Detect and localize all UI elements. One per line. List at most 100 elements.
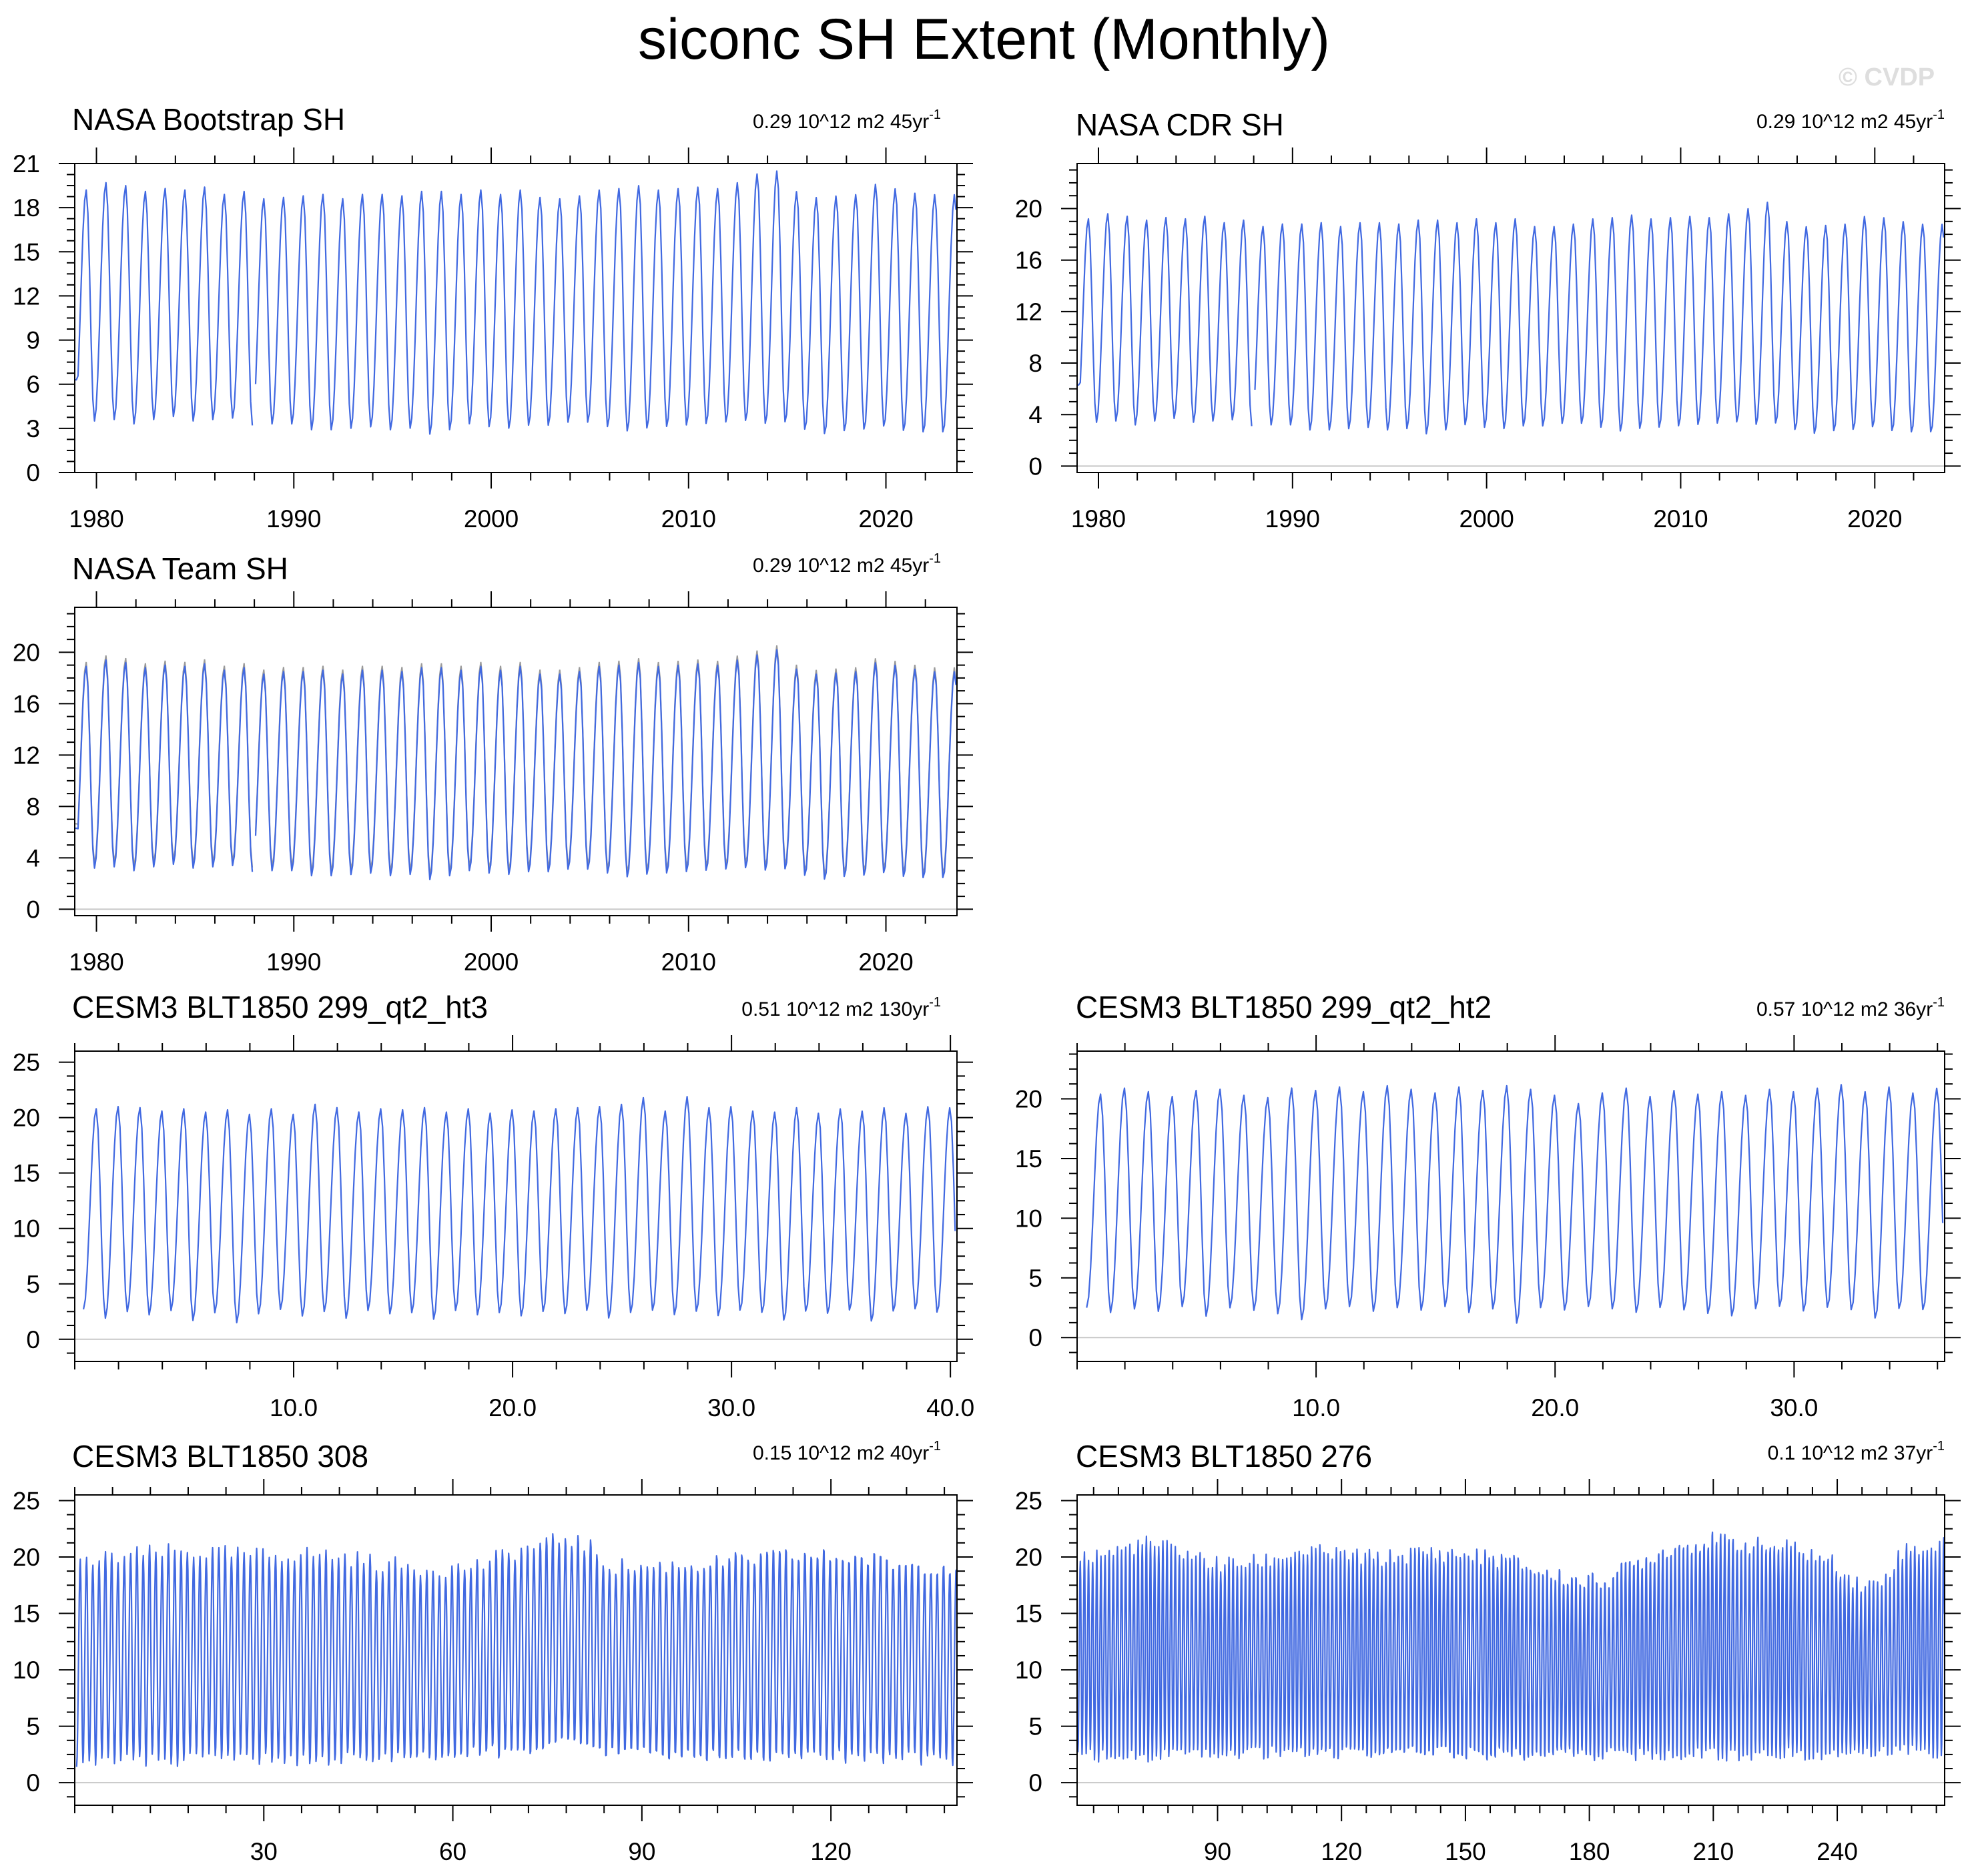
y-axis: 0 4 8 12 16 20 (1015, 169, 1961, 480)
series-line (1077, 202, 1945, 434)
y-axis: 0 3 6 9 12 15 18 21 (13, 150, 973, 487)
panel-trend-label: 0.29 10^12 m2 45yr-1 (753, 107, 941, 133)
panel-trend-label: 0.29 10^12 m2 45yr-1 (753, 551, 941, 577)
y-tick-label: 4 (1028, 401, 1042, 428)
x-tick-label: 180 (1569, 1838, 1610, 1865)
x-axis: 10.0 20.0 30.0 40.0 (74, 1035, 974, 1422)
y-tick-label: 25 (1015, 1487, 1042, 1514)
x-tick-label: 210 (1692, 1838, 1734, 1865)
x-tick-label: 120 (1321, 1838, 1362, 1865)
y-tick-label: 18 (13, 194, 40, 222)
panel-trend-label: 0.15 10^12 m2 40yr-1 (753, 1439, 941, 1464)
y-axis: 0 5 10 15 20 25 (13, 1487, 973, 1798)
x-tick-label: 30.0 (1770, 1394, 1818, 1422)
panel-title: CESM3 BLT1850 299_qt2_ht3 (72, 990, 488, 1024)
x-tick-label: 2020 (858, 505, 913, 533)
x-tick-label: 240 (1817, 1838, 1858, 1865)
x-tick-label: 2010 (661, 948, 716, 976)
trend-value: 0.29 10^12 m2 45yr (753, 555, 929, 577)
y-tick-label: 12 (13, 282, 40, 310)
x-tick-label: 60 (439, 1838, 466, 1865)
x-tick-label: 1990 (266, 505, 321, 533)
series-line (83, 1096, 956, 1323)
y-tick-label: 4 (26, 844, 40, 872)
y-tick-label: 10 (13, 1215, 40, 1243)
trend-value: 0.1 10^12 m2 37yr (1768, 1442, 1933, 1464)
y-tick-label: 5 (26, 1713, 40, 1741)
panel-trend-label: 0.51 10^12 m2 130yr-1 (741, 995, 941, 1020)
y-tick-label: 5 (1028, 1713, 1042, 1741)
panel-trend-label: 0.1 10^12 m2 37yr-1 (1768, 1439, 1945, 1464)
x-tick-label: 150 (1445, 1838, 1486, 1865)
x-tick-label: 20.0 (488, 1394, 537, 1422)
y-tick-label: 15 (13, 1600, 40, 1628)
y-tick-label: 16 (13, 690, 40, 717)
panel-nasa-team: NASA Team SH 0.29 10^12 m2 45yr-1 0 4 8 12 1… (13, 551, 973, 976)
y-tick-label: 21 (13, 150, 40, 178)
series-line (75, 1533, 958, 1767)
y-tick-label: 12 (1015, 298, 1042, 326)
trend-value: 0.29 10^12 m2 45yr (753, 111, 929, 133)
trend-exponent: -1 (929, 551, 941, 566)
y-tick-label: 5 (1028, 1265, 1042, 1292)
x-tick-label: 40.0 (926, 1394, 974, 1422)
series-line (75, 649, 957, 880)
x-tick-label: 2000 (464, 948, 519, 976)
x-axis: 1980 1990 2000 2010 2020 (1071, 147, 1915, 533)
x-tick-label: 1990 (1265, 505, 1320, 533)
plot-area (74, 1494, 958, 1806)
y-tick-label: 8 (26, 793, 40, 820)
panel-cesm3-308: CESM3 BLT1850 308 0.15 10^12 m2 40yr-1 0… (13, 1439, 973, 1865)
x-tick-label: 30 (250, 1838, 278, 1865)
trend-exponent: -1 (1933, 995, 1945, 1010)
x-axis: 10.0 20.0 30.0 (1076, 1035, 1939, 1422)
trend-value: 0.29 10^12 m2 45yr (1756, 111, 1933, 133)
y-tick-label: 10 (1015, 1205, 1042, 1232)
y-tick-label: 20 (1015, 1086, 1042, 1113)
x-tick-label: 30.0 (707, 1394, 755, 1422)
main-title: siconc SH Extent (Monthly) (637, 7, 1331, 71)
cvdp-watermark: © CVDP (1839, 63, 1935, 91)
plot-area (74, 1050, 958, 1362)
y-tick-label: 0 (26, 896, 40, 923)
y-tick-label: 16 (1015, 247, 1042, 274)
x-tick-label: 2020 (1847, 505, 1902, 533)
trend-exponent: -1 (1933, 1439, 1945, 1454)
y-tick-label: 5 (26, 1271, 40, 1298)
y-tick-label: 6 (26, 371, 40, 398)
plot-area (1076, 1050, 1945, 1362)
trend-exponent: -1 (929, 107, 941, 122)
y-tick-label: 0 (1028, 1324, 1042, 1351)
trend-value: 0.51 10^12 m2 130yr (741, 998, 929, 1020)
panel-trend-label: 0.57 10^12 m2 36yr-1 (1756, 995, 1945, 1020)
x-tick-label: 1980 (69, 948, 123, 976)
series-line (1077, 1531, 1945, 1763)
x-axis: 1980 1990 2000 2010 2020 (69, 591, 926, 976)
panel-title: NASA Bootstrap SH (72, 102, 345, 137)
x-tick-label: 1980 (1071, 505, 1126, 533)
x-tick-label: 1990 (266, 948, 321, 976)
trend-exponent: -1 (929, 995, 941, 1010)
plot-frame (74, 607, 958, 916)
y-tick-label: 0 (1028, 1769, 1042, 1797)
panel-trend-label: 0.29 10^12 m2 45yr-1 (1756, 107, 1945, 133)
plot-area (74, 607, 958, 916)
x-tick-label: 2010 (661, 505, 716, 533)
y-tick-label: 20 (13, 639, 40, 666)
y-axis: 0 5 10 15 20 25 (13, 1049, 973, 1354)
trend-value: 0.57 10^12 m2 36yr (1756, 998, 1933, 1020)
x-tick-label: 20.0 (1531, 1394, 1579, 1422)
panel-cesm3-299-qt2-ht3: CESM3 BLT1850 299_qt2_ht3 0.51 10^12 m2 … (13, 990, 974, 1422)
x-tick-label: 2020 (858, 948, 913, 976)
x-tick-label: 120 (810, 1838, 852, 1865)
y-tick-label: 15 (1015, 1600, 1042, 1628)
y-tick-label: 15 (13, 238, 40, 266)
panel-nasa-bootstrap: NASA Bootstrap SH 0.29 10^12 m2 45yr-1 0… (13, 102, 973, 533)
y-tick-label: 20 (13, 1544, 40, 1571)
y-tick-label: 0 (26, 459, 40, 487)
y-axis: 0 5 10 15 20 25 (1015, 1487, 1961, 1798)
plot-frame (74, 1050, 958, 1362)
x-tick-label: 90 (1204, 1838, 1231, 1865)
y-tick-label: 15 (13, 1160, 40, 1187)
y-tick-label: 20 (1015, 1544, 1042, 1571)
